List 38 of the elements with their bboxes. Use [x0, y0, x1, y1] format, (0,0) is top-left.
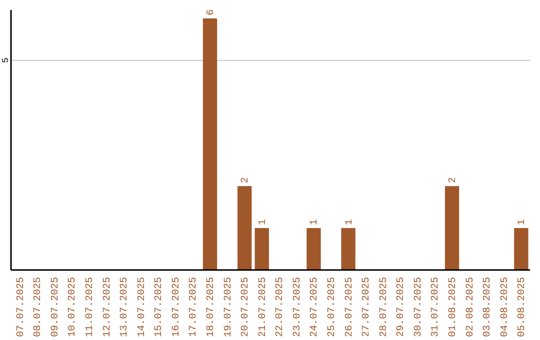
- x-tick-label: 26.07.2025: [344, 277, 356, 338]
- x-tick-label: 29.07.2025: [396, 277, 408, 338]
- x-tick-label: 01.08.2025: [448, 277, 460, 338]
- x-tick-label: 16.07.2025: [171, 277, 182, 338]
- x-tick-label: 30.07.2025: [413, 277, 424, 338]
- x-tick-label: 14.07.2025: [136, 277, 148, 338]
- x-tick-label: 25.07.2025: [327, 277, 338, 338]
- x-tick-label: 28.07.2025: [378, 277, 390, 338]
- data-label: 1: [344, 219, 356, 226]
- x-tick-label: 11.07.2025: [84, 277, 96, 338]
- x-tick-label: 23.07.2025: [292, 277, 304, 338]
- x-tick-label: 19.07.2025: [223, 277, 234, 338]
- data-label: 1: [517, 219, 528, 226]
- x-tick-label: 12.07.2025: [102, 277, 114, 338]
- x-tick-label: 27.07.2025: [362, 277, 373, 338]
- x-tick-label: 22.07.2025: [275, 277, 286, 338]
- x-tick-label: 15.07.2025: [154, 277, 166, 338]
- x-tick-label: 04.08.2025: [500, 277, 511, 338]
- x-tick-label: 07.07.2025: [16, 277, 27, 338]
- x-tick-label: 02.08.2025: [465, 277, 476, 338]
- x-tick-label: 21.07.2025: [258, 277, 269, 338]
- x-tick-label: 17.07.2025: [188, 277, 200, 338]
- data-label: 1: [258, 219, 269, 226]
- x-tick-label: 05.08.2025: [517, 277, 528, 338]
- x-tick-label: 31.07.2025: [430, 277, 442, 338]
- data-label: 2: [240, 177, 252, 184]
- x-tick-label: 09.07.2025: [50, 277, 62, 338]
- x-tick-label: 10.07.2025: [68, 277, 79, 338]
- x-tick-label: 08.07.2025: [33, 277, 44, 338]
- x-tick-label: 24.07.2025: [310, 277, 321, 338]
- x-tick-label: 13.07.2025: [120, 277, 131, 338]
- y-tick-label: 5: [1, 58, 11, 64]
- data-label: 2: [448, 177, 460, 184]
- data-label: 6: [206, 9, 217, 16]
- x-tick-label: 03.08.2025: [482, 277, 494, 338]
- x-tick-label: 18.07.2025: [206, 277, 217, 338]
- data-label: 1: [310, 219, 321, 226]
- x-tick-label: 20.07.2025: [240, 277, 252, 338]
